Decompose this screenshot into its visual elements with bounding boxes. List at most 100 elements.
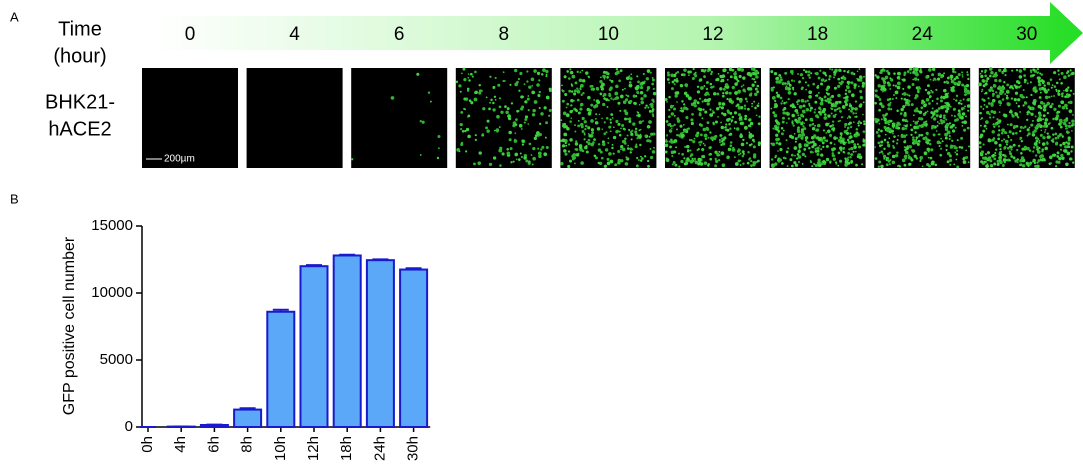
gfp-cell bbox=[820, 153, 823, 156]
gfp-cell bbox=[855, 112, 857, 114]
gfp-cell bbox=[772, 127, 774, 129]
gfp-cell bbox=[595, 118, 597, 120]
gfp-cell bbox=[707, 70, 709, 72]
gfp-cell bbox=[947, 160, 950, 163]
gfp-cell bbox=[737, 90, 741, 94]
gfp-cell bbox=[1047, 132, 1049, 134]
gfp-cell bbox=[710, 83, 712, 85]
gfp-cell bbox=[482, 107, 485, 110]
gfp-cell bbox=[712, 110, 714, 112]
gfp-cell bbox=[993, 116, 995, 118]
gfp-cell bbox=[1066, 107, 1068, 109]
gfp-cell bbox=[981, 98, 984, 101]
gfp-cell bbox=[999, 111, 1001, 113]
gfp-cell bbox=[853, 145, 857, 149]
gfp-cell bbox=[723, 113, 726, 116]
gfp-cell bbox=[843, 70, 845, 72]
gfp-cell bbox=[541, 146, 544, 149]
gfp-cell bbox=[902, 93, 904, 95]
gfp-cell bbox=[939, 154, 942, 157]
gfp-cell bbox=[938, 123, 940, 125]
gfp-cell bbox=[852, 108, 854, 110]
gfp-cell bbox=[962, 74, 964, 76]
gfp-cell bbox=[545, 75, 547, 77]
gfp-cell bbox=[718, 159, 720, 161]
gfp-cell bbox=[630, 133, 633, 136]
gfp-cell bbox=[676, 80, 679, 83]
gfp-cell bbox=[820, 148, 822, 150]
gfp-cell bbox=[671, 127, 673, 129]
gfp-cell bbox=[531, 77, 535, 81]
gfp-cell bbox=[1069, 109, 1073, 113]
gfp-cell bbox=[723, 88, 726, 91]
gfp-cell bbox=[935, 109, 939, 113]
gfp-cell bbox=[652, 113, 654, 115]
gfp-cell bbox=[611, 147, 613, 149]
gfp-cell bbox=[985, 80, 988, 83]
micrograph bbox=[560, 68, 656, 168]
gfp-cell bbox=[844, 126, 846, 128]
gfp-cell bbox=[1067, 132, 1069, 134]
gfp-cell bbox=[686, 108, 689, 111]
gfp-cell bbox=[754, 81, 756, 83]
gfp-cell bbox=[1004, 93, 1006, 95]
gfp-cell bbox=[850, 147, 853, 150]
gfp-cell bbox=[915, 67, 919, 71]
gfp-cell bbox=[895, 154, 898, 157]
gfp-cell bbox=[816, 153, 819, 156]
gfp-cell bbox=[963, 98, 965, 100]
gfp-cell bbox=[895, 97, 897, 99]
gfp-cell bbox=[674, 94, 677, 97]
gfp-cell bbox=[979, 73, 981, 75]
gfp-cell bbox=[562, 90, 565, 93]
gfp-cell bbox=[578, 120, 580, 122]
gfp-cell bbox=[857, 71, 859, 73]
gfp-cell bbox=[928, 68, 932, 72]
gfp-cell bbox=[620, 159, 623, 162]
gfp-cell bbox=[803, 112, 805, 114]
gfp-cell bbox=[606, 117, 609, 120]
gfp-cell bbox=[670, 73, 674, 77]
gfp-cell bbox=[1010, 155, 1013, 158]
gfp-cell bbox=[805, 70, 808, 73]
gfp-cell bbox=[958, 102, 961, 105]
gfp-cell bbox=[681, 109, 684, 112]
gfp-cell bbox=[596, 122, 598, 124]
gfp-cell bbox=[549, 88, 552, 91]
gfp-cell bbox=[1059, 133, 1063, 137]
gfp-cell bbox=[697, 90, 700, 93]
gfp-cell bbox=[796, 157, 798, 159]
gfp-cell bbox=[880, 150, 883, 153]
gfp-cell bbox=[913, 126, 917, 130]
gfp-cell bbox=[991, 138, 994, 141]
gfp-cell bbox=[981, 150, 984, 153]
gfp-cell bbox=[1050, 162, 1052, 164]
gfp-cell bbox=[811, 136, 815, 140]
gfp-cell bbox=[587, 96, 591, 100]
gfp-cell bbox=[812, 151, 814, 153]
gfp-cell bbox=[1059, 78, 1061, 80]
gfp-cell bbox=[564, 93, 567, 96]
gfp-cell bbox=[936, 103, 938, 105]
gfp-cell bbox=[755, 75, 758, 78]
gfp-cell bbox=[855, 116, 857, 118]
gfp-cell bbox=[531, 91, 535, 95]
gfp-cell bbox=[1039, 87, 1042, 90]
gfp-cell bbox=[680, 84, 683, 87]
gfp-cell bbox=[630, 151, 632, 153]
gfp-cell bbox=[956, 95, 958, 97]
gfp-cell bbox=[1047, 112, 1049, 114]
gfp-cell bbox=[732, 86, 735, 89]
gfp-cell bbox=[644, 135, 646, 137]
gfp-cell bbox=[896, 124, 899, 127]
gfp-cell bbox=[681, 134, 685, 138]
gfp-cell bbox=[635, 145, 638, 148]
gfp-cell bbox=[614, 163, 617, 166]
gfp-cell bbox=[521, 96, 524, 99]
gfp-cell bbox=[783, 107, 786, 110]
gfp-cell bbox=[896, 142, 898, 144]
gfp-cell bbox=[613, 153, 615, 155]
gfp-cell bbox=[793, 125, 795, 127]
gfp-cell bbox=[681, 73, 684, 76]
gfp-cell bbox=[980, 160, 983, 163]
